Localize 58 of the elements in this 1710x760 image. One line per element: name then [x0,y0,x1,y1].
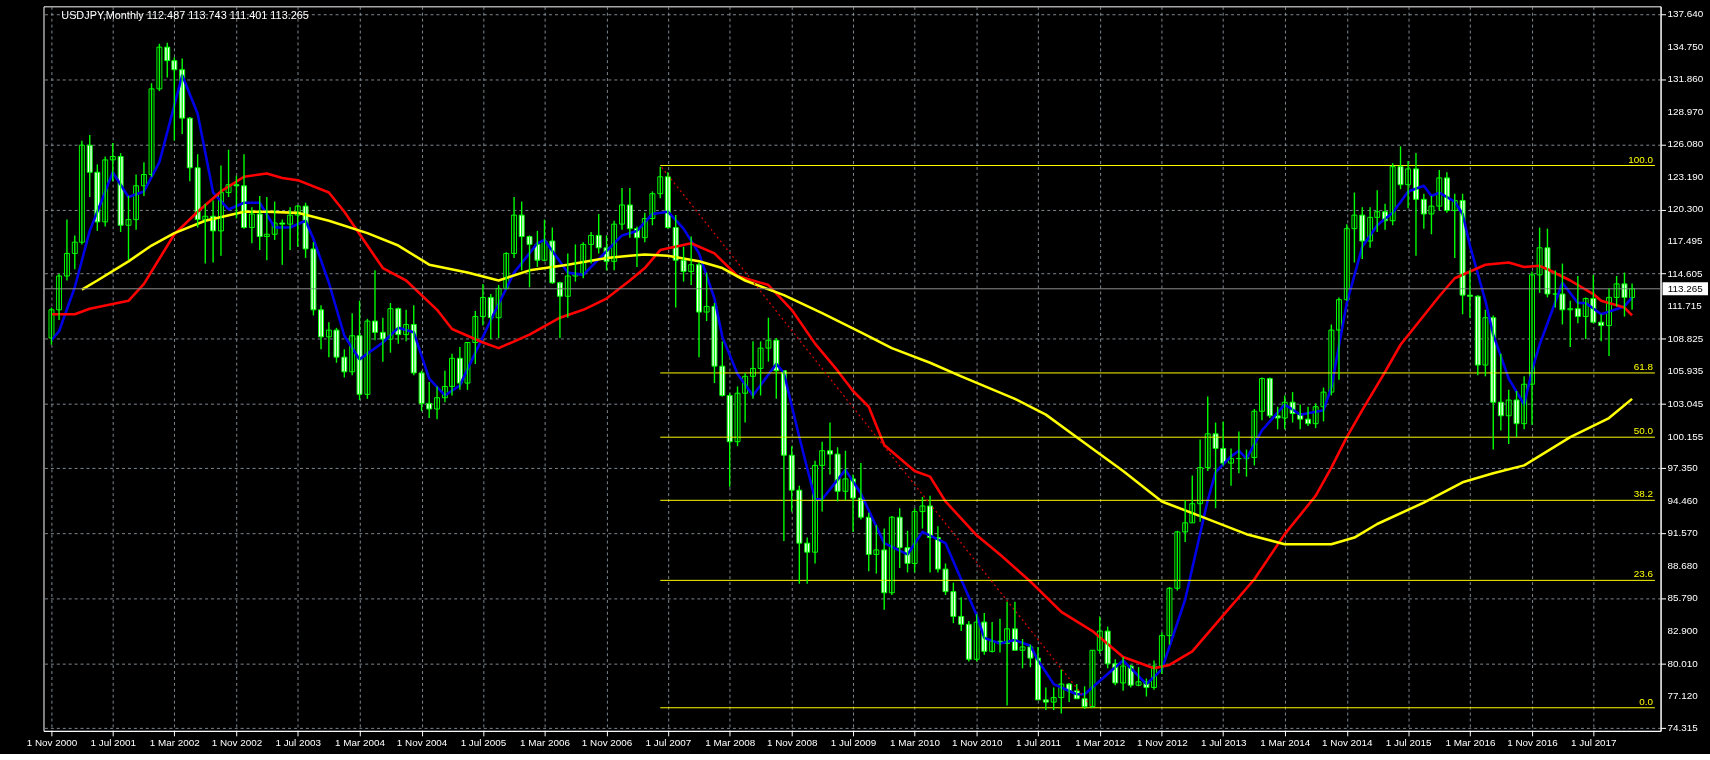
x-tick-label: 1 Nov 2016 [1507,737,1559,749]
y-tick-label: 117.495 [1667,235,1703,247]
series-label: 61.8 [1633,360,1654,372]
x-tick-label: 1 Nov 2008 [766,737,818,749]
x-tick-label: 1 Jul 2011 [1016,737,1062,749]
series-label: 100.0 [1628,153,1654,165]
chart-title: USDJPY,Monthly 112.487 113.743 111.401 113.265 [61,9,309,22]
y-tick-label: 85.790 [1667,592,1699,604]
y-tick-label: 111.715 [1667,300,1703,312]
x-tick-label: 1 Jul 2007 [645,737,692,749]
x-tick-label: 1 Jul 2003 [275,737,322,749]
x-tick-label: 1 Mar 2004 [335,737,386,749]
y-tick-label: 80.010 [1667,657,1699,669]
y-tick-label: 123.190 [1667,170,1704,182]
series-label: 23.6 [1633,568,1654,580]
y-tick-label: 128.970 [1667,105,1704,117]
x-tick-label: 1 Mar 2006 [519,737,571,749]
x-tick-label: 1 Jul 2015 [1385,737,1432,749]
y-tick-label: 120.300 [1667,203,1704,215]
x-tick-label: 1 Jul 2009 [830,737,877,749]
x-tick-label: 1 Jul 2005 [460,737,507,749]
series-label: 38.2 [1633,488,1653,500]
x-tick-label: 1 Mar 2016 [1445,737,1496,749]
y-tick-label: 137.640 [1667,7,1704,19]
y-tick-label: 134.750 [1667,40,1704,52]
series-label: 50.0 [1633,425,1654,437]
series-label: 0.0 [1639,695,1654,707]
y-tick-label: 103.045 [1667,397,1704,409]
x-tick-label: 1 Mar 2010 [890,737,941,749]
x-tick-label: 1 Mar 2008 [705,737,756,749]
y-tick-label: 97.350 [1667,462,1699,474]
y-tick-label: 94.460 [1667,494,1699,506]
x-tick-label: 1 Nov 2002 [211,737,263,749]
y-tick-label: 126.080 [1667,138,1704,150]
x-tick-label: 1 Nov 2010 [951,737,1003,749]
y-tick-label: 100.155 [1667,430,1704,442]
x-tick-label: 1 Jul 2017 [1571,737,1617,749]
y-tick-label: 105.935 [1667,365,1704,377]
y-tick-label: 114.605 [1667,267,1703,279]
y-tick-label: 131.860 [1667,73,1704,85]
x-tick-label: 1 Mar 2012 [1075,737,1126,749]
x-tick-label: 1 Jul 2013 [1200,737,1247,749]
y-tick-label: 82.900 [1667,625,1699,637]
x-tick-label: 1 Nov 2006 [581,737,633,749]
ref-line-label: 113.265 [1667,282,1704,294]
x-tick-label: 1 Jul 2001 [90,737,137,749]
y-tick-label: 88.680 [1667,559,1699,571]
x-tick-label: 1 Nov 2004 [396,737,448,749]
x-tick-label: 1 Nov 2012 [1137,737,1188,749]
y-tick-label: 91.570 [1667,527,1699,539]
y-tick-label: 77.120 [1667,690,1699,702]
y-tick-label: 74.315 [1667,721,1699,733]
x-tick-label: 1 Mar 2014 [1260,737,1311,749]
x-tick-label: 1 Nov 2014 [1322,737,1374,749]
x-tick-label: 1 Nov 2000 [26,737,78,749]
candlestick [109,142,116,182]
y-tick-label: 108.825 [1667,332,1704,344]
x-tick-label: 1 Mar 2002 [149,737,200,749]
